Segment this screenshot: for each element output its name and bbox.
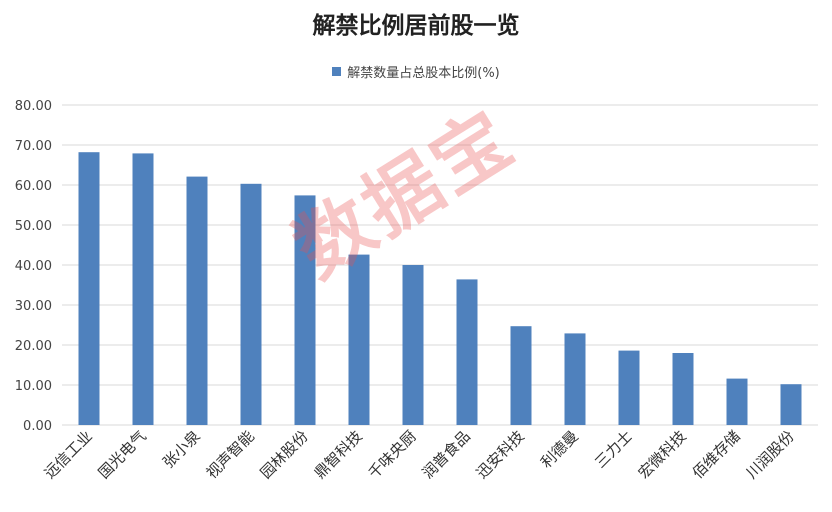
x-tick-label: 宏微科技 [635, 427, 690, 482]
bar [186, 176, 208, 425]
bar [726, 378, 748, 425]
x-tick-label: 佰维存储 [689, 427, 744, 482]
y-tick-label: 20.00 [15, 339, 52, 354]
bar [402, 265, 424, 425]
x-tick-label: 国光电气 [95, 427, 150, 482]
bar [618, 350, 640, 425]
y-tick-label: 70.00 [15, 139, 52, 154]
x-tick-label: 园林股份 [257, 427, 312, 482]
legend: 解禁数量占总股本比例(%) [0, 62, 832, 81]
x-tick-label: 三力士 [591, 427, 636, 472]
bar [510, 326, 532, 425]
bar [672, 353, 694, 425]
bar [294, 195, 316, 425]
x-tick-label: 视声智能 [203, 427, 258, 482]
bar [78, 152, 100, 425]
y-tick-label: 10.00 [15, 379, 52, 394]
x-tick-label: 千味央厨 [365, 427, 420, 482]
x-tick-label: 迅安科技 [473, 427, 528, 482]
y-tick-label: 30.00 [15, 299, 52, 314]
legend-swatch [332, 67, 342, 76]
legend-label: 解禁数量占总股本比例(%) [347, 66, 500, 81]
chart-title: 解禁比例居前股一览 [312, 13, 520, 39]
x-tick-label: 张小泉 [159, 427, 204, 472]
x-tick-label: 利德曼 [537, 427, 582, 472]
x-tick-label: 远信工业 [41, 427, 96, 482]
bar [564, 333, 586, 425]
y-tick-label: 60.00 [15, 179, 52, 194]
y-tick-label: 0.00 [23, 419, 52, 434]
bar [780, 384, 802, 425]
y-tick-label: 50.00 [15, 219, 52, 234]
bar [456, 279, 478, 425]
x-tick-label: 润普食品 [419, 427, 474, 482]
x-tick-label: 鼎智科技 [311, 427, 366, 482]
bar [348, 254, 370, 425]
y-tick-label: 40.00 [15, 259, 52, 274]
bar [132, 153, 154, 425]
y-tick-label: 80.00 [15, 99, 52, 114]
x-tick-label: 川润股份 [743, 427, 798, 482]
bar [240, 183, 262, 425]
